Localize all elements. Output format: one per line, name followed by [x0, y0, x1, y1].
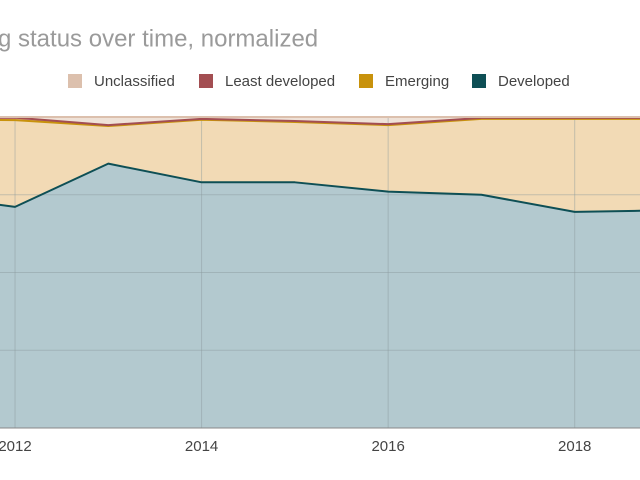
x-tick-label: 2012	[0, 438, 32, 455]
legend-label: Unclassified	[94, 73, 175, 90]
plot-area	[0, 116, 640, 428]
legend-swatch	[68, 74, 82, 88]
chart-title: g status over time, normalized	[0, 25, 318, 52]
x-tick-label: 2018	[558, 438, 591, 455]
legend-label: Least developed	[225, 73, 335, 90]
legend-swatch	[472, 74, 486, 88]
x-tick-label: 2016	[371, 438, 404, 455]
x-tick-label: 2014	[185, 438, 218, 455]
area	[0, 163, 640, 428]
legend-swatch	[359, 74, 373, 88]
legend-swatch	[199, 74, 213, 88]
line	[0, 162, 640, 213]
area	[0, 118, 640, 212]
legend-label: Emerging	[385, 73, 449, 90]
legend-label: Developed	[498, 73, 570, 90]
